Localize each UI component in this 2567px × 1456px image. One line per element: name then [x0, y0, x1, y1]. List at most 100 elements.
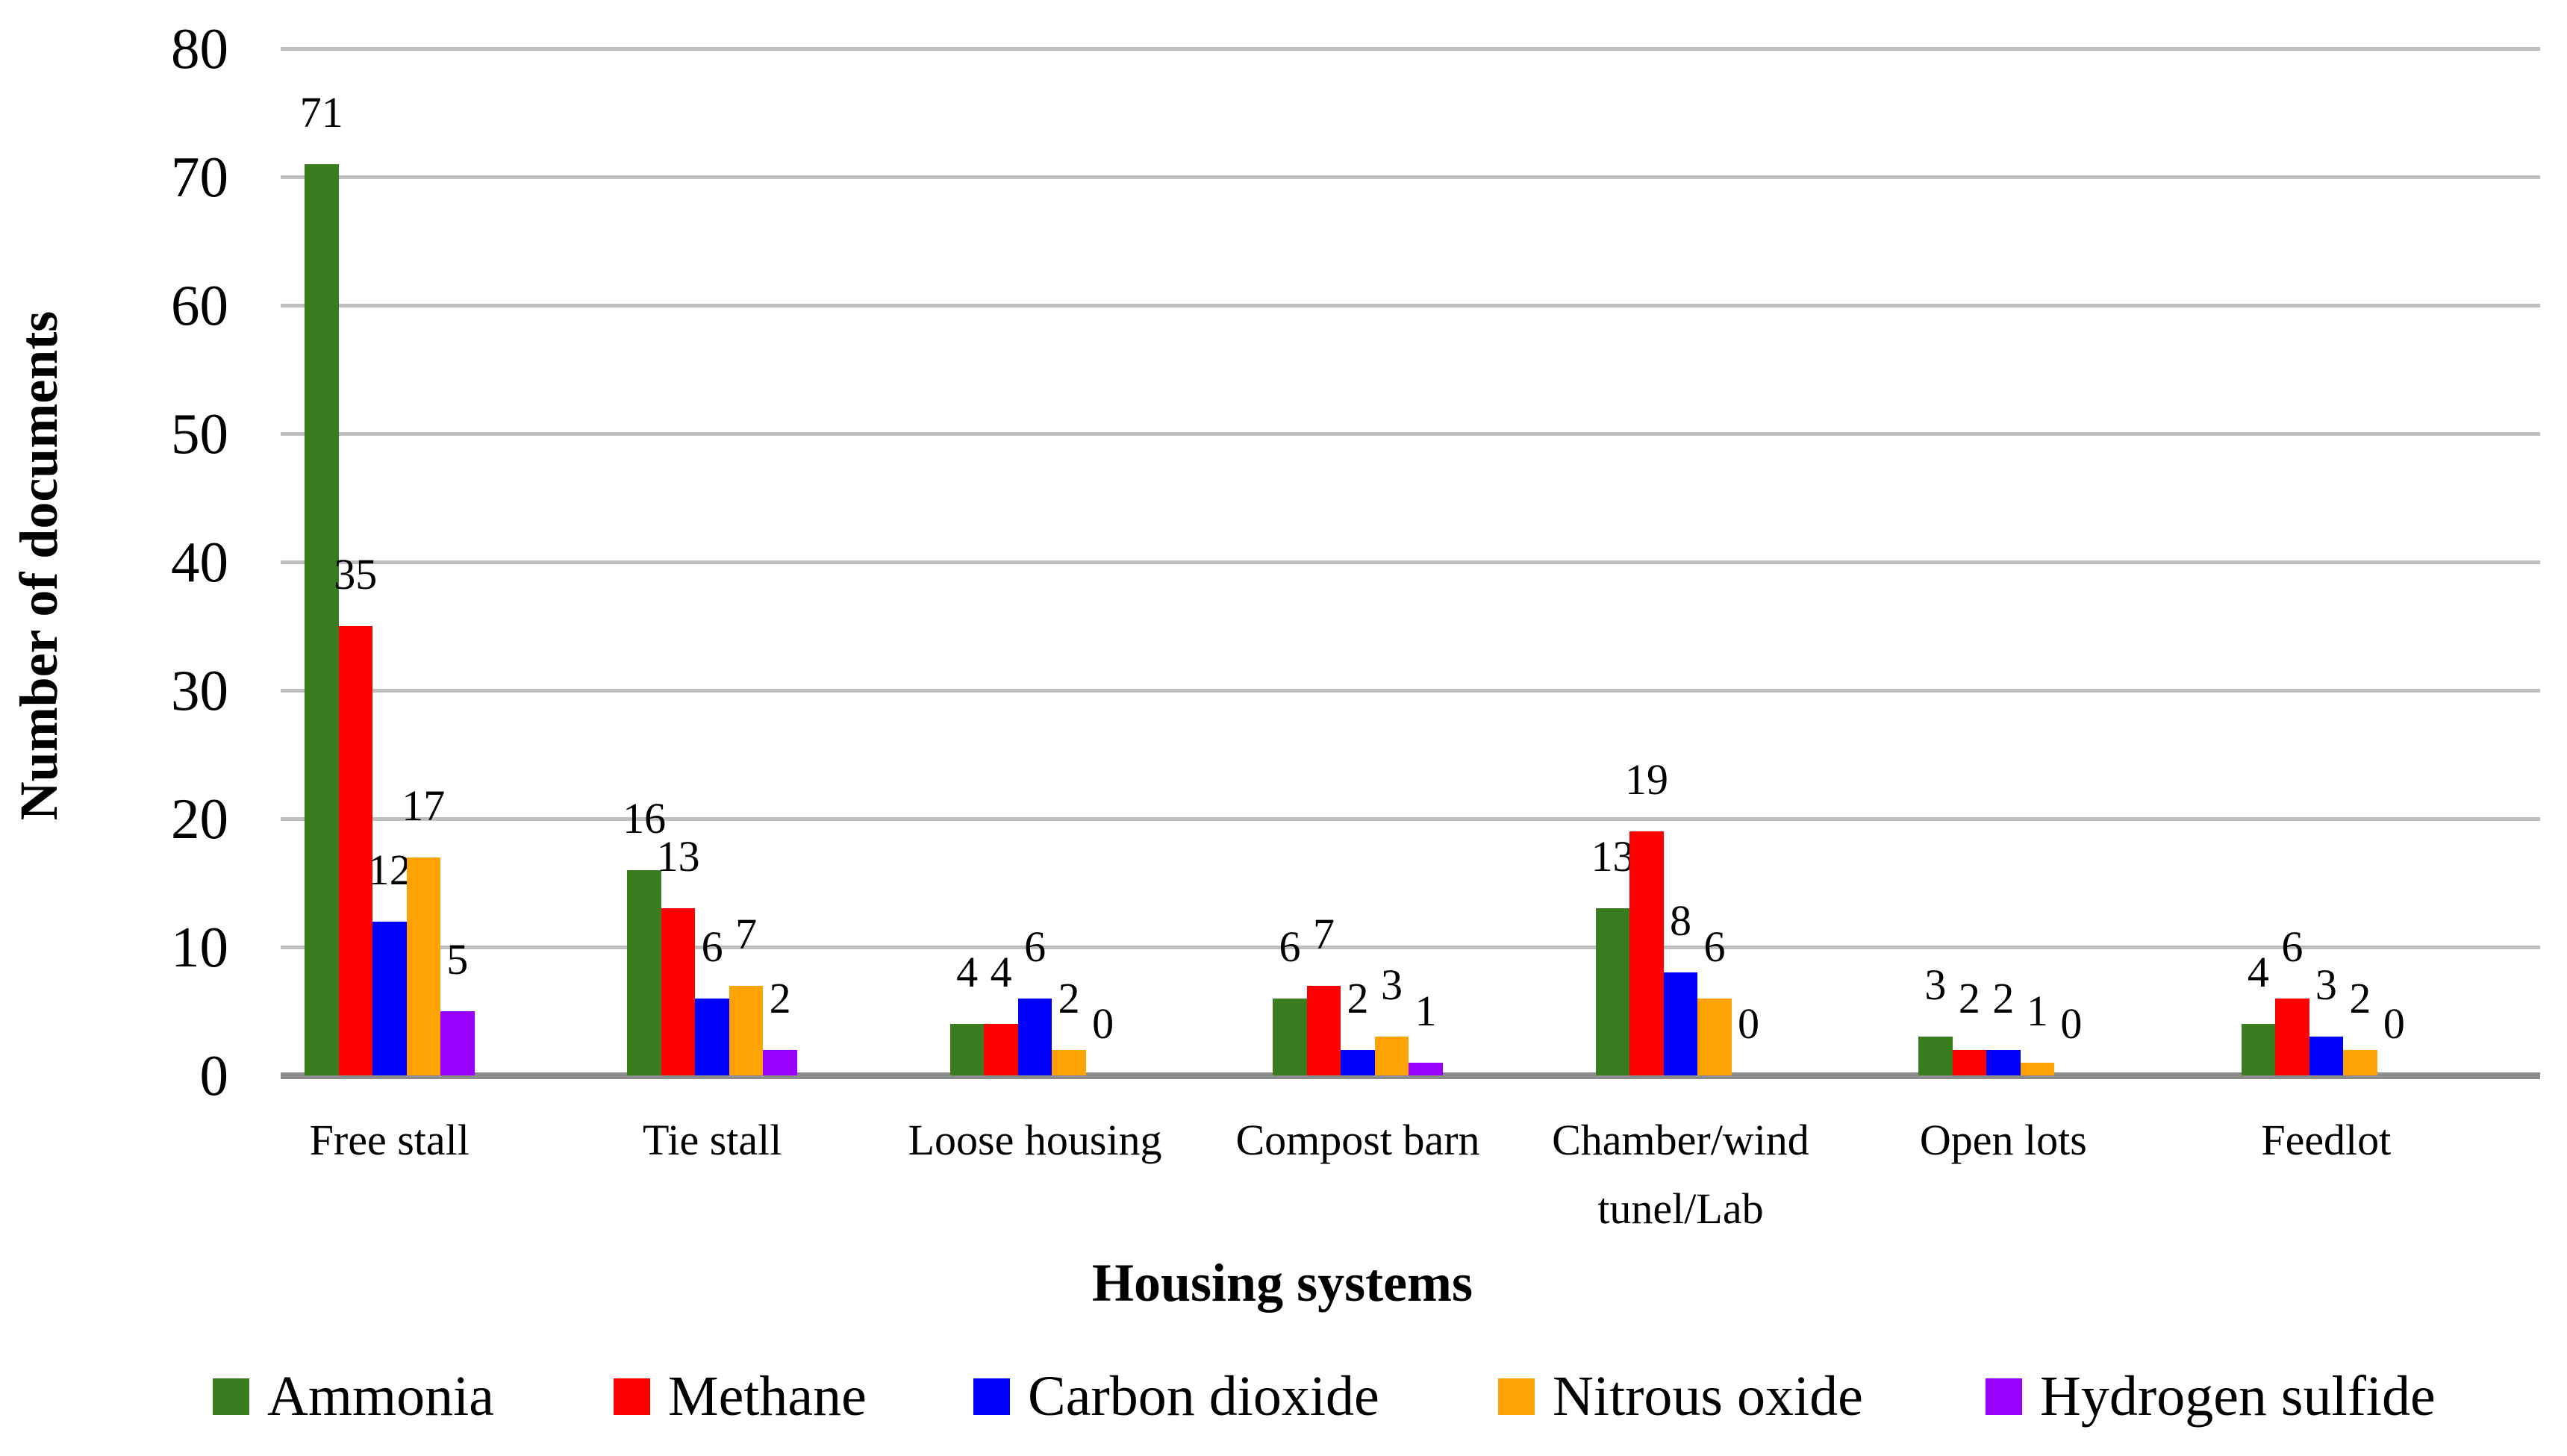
bar-value-label: 6 [701, 922, 723, 971]
bar [2020, 1063, 2055, 1075]
gridline [281, 175, 2540, 179]
bar-value-label: 1 [1414, 987, 1437, 1035]
bar [1697, 999, 1732, 1075]
gridline [281, 946, 2540, 949]
bar-value-label: 0 [1092, 999, 1114, 1048]
bar [372, 922, 407, 1075]
bar-value-label: 4 [2247, 948, 2269, 996]
bar-value-label: 3 [1381, 960, 1403, 1009]
gridline [281, 47, 2540, 51]
gridline [281, 560, 2540, 564]
y-tick-label: 40 [171, 530, 228, 594]
x-tick-label-line: Compost barn [1235, 1116, 1480, 1164]
x-tick-label: Free stall [181, 1106, 599, 1175]
bar-value-label: 35 [334, 550, 378, 599]
bar [661, 908, 696, 1075]
x-tick-label: Loose housing [826, 1106, 1244, 1175]
x-tick-label: Compost barn [1149, 1106, 1567, 1175]
x-tick-label-line: Open lots [1919, 1116, 2087, 1164]
x-tick-label: Open lots [1794, 1106, 2212, 1175]
bar-value-label: 16 [623, 794, 667, 843]
bar-value-label: 6 [2281, 922, 2304, 971]
bar-value-label: 6 [1703, 922, 1726, 971]
bar-value-label: 71 [299, 88, 343, 137]
bar-value-label: 17 [402, 781, 446, 830]
bar-value-label: 0 [2383, 999, 2405, 1048]
bar [763, 1050, 797, 1075]
bar-value-label: 2 [769, 974, 791, 1022]
y-tick-label: 20 [171, 787, 228, 851]
legend-swatch-icon [973, 1378, 1010, 1415]
bar [1374, 1037, 1409, 1075]
y-tick-label: 70 [171, 145, 228, 209]
bar [984, 1024, 1018, 1075]
bar [695, 999, 729, 1075]
bar [1409, 1063, 1443, 1075]
bar [1629, 831, 1664, 1075]
bar-value-label: 2 [1347, 974, 1369, 1022]
gridline [281, 432, 2540, 436]
bar-value-label: 0 [1737, 999, 1759, 1048]
bar [1952, 1050, 1987, 1075]
bar-value-label: 4 [956, 948, 979, 996]
bar [305, 164, 339, 1075]
bar-value-label: 3 [1924, 960, 1947, 1009]
x-tick-label-line: Loose housing [908, 1116, 1162, 1164]
bar [1273, 999, 1307, 1075]
y-tick-label: 10 [171, 915, 228, 979]
legend-swatch-icon [614, 1378, 650, 1415]
bar-value-label: 7 [735, 910, 758, 958]
legend-swatch-icon [1986, 1378, 2022, 1415]
legend-swatch-icon [213, 1378, 249, 1415]
bar [406, 857, 440, 1075]
bar-value-label: 2 [2349, 974, 2371, 1022]
bar [1595, 908, 1630, 1075]
bar-value-label: 2 [1058, 974, 1080, 1022]
legend-item: Methane [614, 1367, 867, 1425]
bar [440, 1011, 475, 1075]
bar [2241, 1024, 2276, 1075]
legend-label: Nitrous oxide [1553, 1365, 1863, 1428]
x-axis-line [281, 1072, 2540, 1079]
legend-item: Carbon dioxide [973, 1367, 1379, 1425]
gridline [281, 689, 2540, 693]
bar-value-label: 6 [1024, 922, 1047, 971]
bar [338, 626, 372, 1075]
bar [1986, 1050, 2021, 1075]
bar [2309, 1037, 2344, 1075]
bar-value-label: 5 [446, 935, 469, 984]
x-tick-label-line: Free stall [309, 1116, 470, 1164]
x-tick-label-line: Feedlot [2261, 1116, 2392, 1164]
bar [729, 986, 764, 1075]
bar-value-label: 3 [2315, 960, 2337, 1009]
legend-label: Methane [668, 1365, 867, 1428]
bar [1341, 1050, 1375, 1075]
bar-value-label: 0 [2060, 999, 2083, 1048]
bar [1017, 999, 1052, 1075]
legend: Ammonia Methane Carbon dioxide Nitrous oxid… [0, 1367, 2567, 1431]
bar [1052, 1050, 1086, 1075]
bar-value-label: 6 [1279, 922, 1301, 971]
bar-value-label: 12 [367, 846, 411, 894]
bar [949, 1024, 985, 1075]
bar-value-label: 1 [2026, 987, 2048, 1035]
x-tick-label: Chamber/wind tunel/Lab [1471, 1106, 1889, 1243]
x-tick-label: Feedlot [2117, 1106, 2535, 1175]
bar-value-label: 4 [990, 948, 1012, 996]
legend-label: Carbon dioxide [1028, 1365, 1379, 1428]
plot-area: 71 35 12 17 5 16 13 6 7 2 4 4 6 2 0 6 7 2 3 1 13 19 8 6 0 3 2 2 1 0 4 6… [281, 47, 2540, 1079]
bar [1306, 986, 1341, 1075]
bar-value-label: 7 [1313, 910, 1335, 958]
bar [2275, 999, 2309, 1075]
bar [2343, 1050, 2377, 1075]
x-tick-label: Tie stall [503, 1106, 921, 1175]
bar [1663, 972, 1698, 1075]
bar [627, 870, 661, 1075]
legend-item: Ammonia [213, 1367, 494, 1425]
legend-item: Nitrous oxide [1498, 1367, 1863, 1425]
legend-label: Hydrogen sulfide [2040, 1365, 2436, 1428]
y-tick-label: 50 [171, 402, 228, 466]
legend-item: Hydrogen sulfide [1986, 1367, 2436, 1425]
x-tick-label-line: tunel/Lab [1597, 1184, 1764, 1233]
